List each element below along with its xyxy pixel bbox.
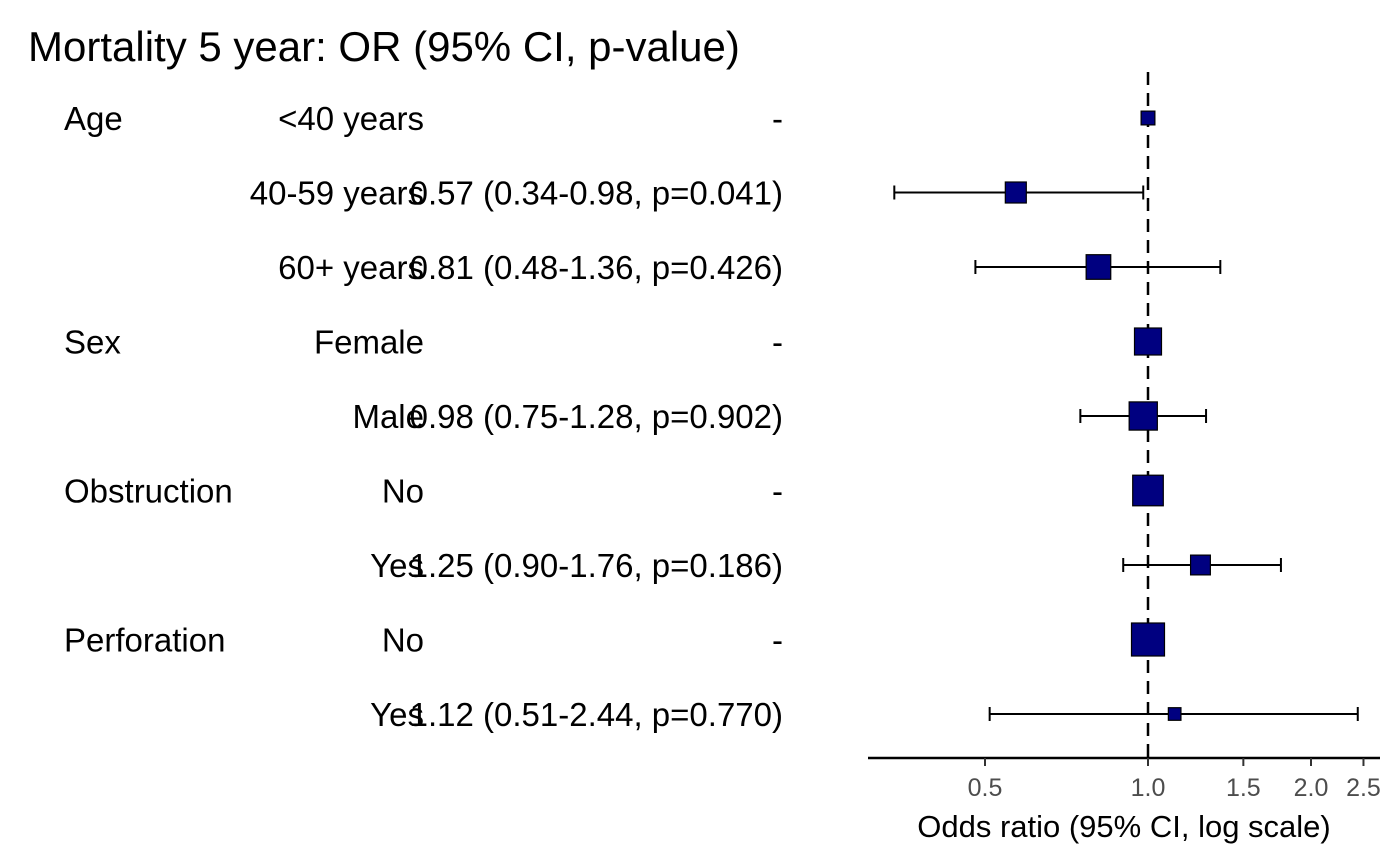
row-or-label: - [772, 100, 783, 137]
row-or-label: - [772, 473, 783, 510]
row-level-label: Male [352, 398, 424, 435]
x-tick-label: 1.5 [1226, 774, 1261, 802]
row-or-label: - [772, 324, 783, 361]
row-variable-label: Age [64, 100, 123, 137]
row-variable-label: Perforation [64, 622, 225, 659]
point-estimate-marker [1085, 254, 1112, 280]
x-tick-label: 0.5 [968, 774, 1003, 802]
row-or-label: 0.81 (0.48-1.36, p=0.426) [410, 249, 783, 286]
point-estimate-marker [1132, 474, 1164, 507]
point-estimate-marker [1133, 327, 1163, 356]
point-estimate-marker [1130, 622, 1166, 657]
row-or-label: 1.12 (0.51-2.44, p=0.770) [410, 696, 783, 733]
plot-panel [893, 72, 1359, 758]
row-level-label: Yes [370, 547, 424, 584]
point-estimate-marker [1189, 554, 1211, 576]
row-variable-label: Sex [64, 324, 121, 361]
point-estimate-marker [1140, 110, 1156, 126]
row-variable-label: Obstruction [64, 473, 233, 510]
x-axis-title: Odds ratio (95% CI, log scale) [917, 809, 1331, 844]
row-level-label: No [382, 473, 424, 510]
point-estimate-marker [1128, 401, 1158, 431]
row-level-label: <40 years [278, 100, 424, 137]
x-tick-label: 1.0 [1131, 774, 1166, 802]
row-or-label: 1.25 (0.90-1.76, p=0.186) [410, 547, 783, 584]
x-tick-label: 2.0 [1294, 774, 1329, 802]
x-tick-label: 2.5 [1346, 774, 1381, 802]
row-level-label: No [382, 622, 424, 659]
x-axis: 0.5 1.0 1.5 2.0 2.5 [868, 756, 1381, 802]
row-level-label: Female [314, 324, 424, 361]
row-or-label: - [772, 622, 783, 659]
row-level-label: 40-59 years [250, 175, 424, 212]
point-estimate-marker [1167, 707, 1182, 721]
chart-title: Mortality 5 year: OR (95% CI, p-value) [28, 23, 740, 70]
row-level-label: 60+ years [278, 249, 424, 286]
point-estimate-marker [1004, 181, 1027, 204]
row-or-label: 0.98 (0.75-1.28, p=0.902) [410, 398, 783, 435]
row-level-label: Yes [370, 696, 424, 733]
row-or-label: 0.57 (0.34-0.98, p=0.041) [410, 175, 783, 212]
